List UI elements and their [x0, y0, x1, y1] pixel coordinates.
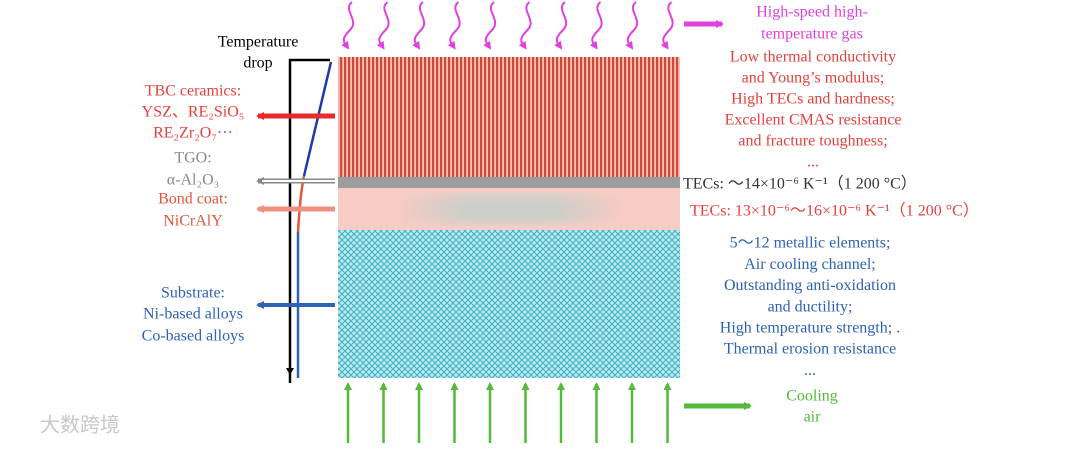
tbc-property: and fracture toughness; — [738, 133, 887, 150]
bond-blur — [400, 195, 620, 223]
gas-flow-arrow — [518, 1, 532, 50]
tbc-label: TBC ceramics: — [145, 83, 241, 100]
gas-flow-arrow — [376, 1, 390, 50]
gas-flow-arrow — [447, 1, 461, 50]
tgo-label: α-Al₂O₃ — [167, 172, 219, 189]
gas-label: temperature gas — [761, 26, 863, 43]
temp-bond — [296, 175, 306, 233]
gas-flow-arrow — [554, 1, 568, 50]
substrate-property: High temperature strength; . — [720, 319, 900, 336]
gas-flow-arrow — [341, 1, 355, 50]
tbc-property: Low thermal conductivity — [730, 49, 896, 66]
substrate-property: Air cooling channel; — [744, 256, 876, 273]
cooling-label: Cooling — [786, 388, 838, 405]
bond-label: Bond coat: — [158, 191, 228, 208]
bond-tec: TECs: 13×10⁻⁶～16×10⁻⁶ K⁻¹（1 200 °C） — [690, 202, 979, 220]
bond-label: NiCrAlY — [163, 213, 223, 230]
substrate-property: ... — [804, 362, 816, 379]
temp-tbc — [302, 61, 333, 177]
tgo-tec: TECs: ～14×10⁻⁶ K⁻¹（1 200 °C） — [683, 175, 917, 193]
substrate-layer — [338, 230, 680, 378]
watermark: 大数跨境 — [40, 413, 120, 437]
tbc-property: and Young’s modulus; — [742, 70, 885, 87]
substrate-property: Thermal erosion resistance — [724, 341, 896, 358]
gas-flow-arrow — [660, 1, 674, 50]
temperature-axis — [288, 58, 330, 383]
substrate-property: 5～12 metallic elements; — [730, 235, 891, 252]
gas-flow-arrow — [589, 1, 603, 50]
tbc-label: YSZ、RE₂SiO₅ — [142, 104, 245, 121]
substrate-label: Ni-based alloys — [143, 306, 243, 323]
axis-arrowhead — [286, 368, 294, 375]
substrate-property: Outstanding anti-oxidation — [724, 277, 896, 294]
tgo-layer — [338, 177, 680, 188]
tbc-property: ... — [807, 154, 819, 171]
tgo-label: TGO: — [174, 150, 211, 167]
temperature-label: Temperature — [218, 34, 299, 51]
temperature-label: drop — [243, 55, 272, 72]
substrate-property: and ductility; — [768, 298, 853, 315]
flow-arrows — [341, 1, 674, 443]
tbc-label: RE₂Zr₂O₇··· — [153, 125, 233, 142]
tbc-layer — [338, 57, 680, 177]
substrate-label: Co-based alloys — [142, 328, 245, 345]
substrate-label: Substrate: — [161, 285, 225, 302]
cooling-label: air — [804, 409, 822, 426]
gas-flow-arrow — [412, 1, 426, 50]
tbc-property: Excellent CMAS resistance — [725, 112, 902, 129]
gas-flow-arrow — [483, 1, 497, 50]
tbc-property: High TECs and hardness; — [731, 91, 895, 108]
gas-flow-arrow — [625, 1, 639, 50]
gas-label: High-speed high- — [756, 4, 868, 21]
